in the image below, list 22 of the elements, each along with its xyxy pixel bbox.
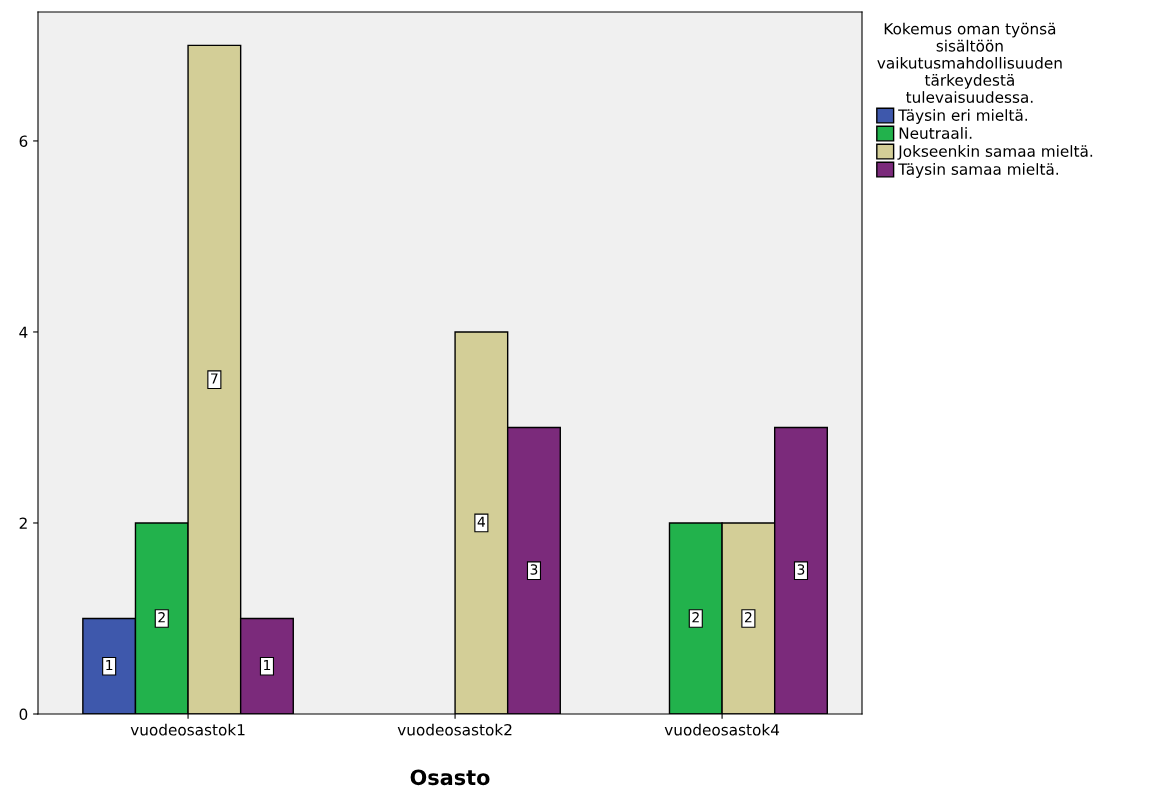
x-axis-title: Osasto bbox=[410, 769, 490, 786]
x-tick-label: vuodeosastok4 bbox=[664, 723, 780, 736]
y-tick-label: 4 bbox=[19, 326, 28, 338]
x-tick-label: vuodeosastok2 bbox=[397, 723, 512, 736]
data-label: 7 bbox=[211, 373, 218, 384]
data-label: 2 bbox=[744, 612, 752, 623]
legend-title: Kokemus oman työnsä sisältöön vaikutusmahdollisuuden tärkeydestä tulevaisuudessa. bbox=[877, 22, 1062, 103]
legend-label: Jokseenkin samaa mieltä. bbox=[897, 145, 1093, 160]
data-label: 1 bbox=[264, 659, 271, 671]
legend-label: Neutraali. bbox=[899, 127, 972, 139]
legend-label: Täysin samaa mieltä. bbox=[898, 163, 1059, 178]
data-label: 2 bbox=[158, 612, 165, 623]
y-tick-label: 6 bbox=[19, 135, 28, 147]
y-tick-label: 2 bbox=[19, 517, 27, 529]
data-label: 4 bbox=[477, 516, 486, 527]
data-label: 3 bbox=[797, 564, 805, 575]
data-label: 1 bbox=[106, 659, 113, 671]
y-tick-label: 0 bbox=[19, 708, 28, 721]
data-label: 2 bbox=[692, 612, 699, 623]
legend-label: Täysin eri mieltä. bbox=[898, 109, 1028, 124]
data-label: 3 bbox=[530, 564, 538, 575]
x-tick-label: vuodeosastok1 bbox=[130, 723, 245, 736]
